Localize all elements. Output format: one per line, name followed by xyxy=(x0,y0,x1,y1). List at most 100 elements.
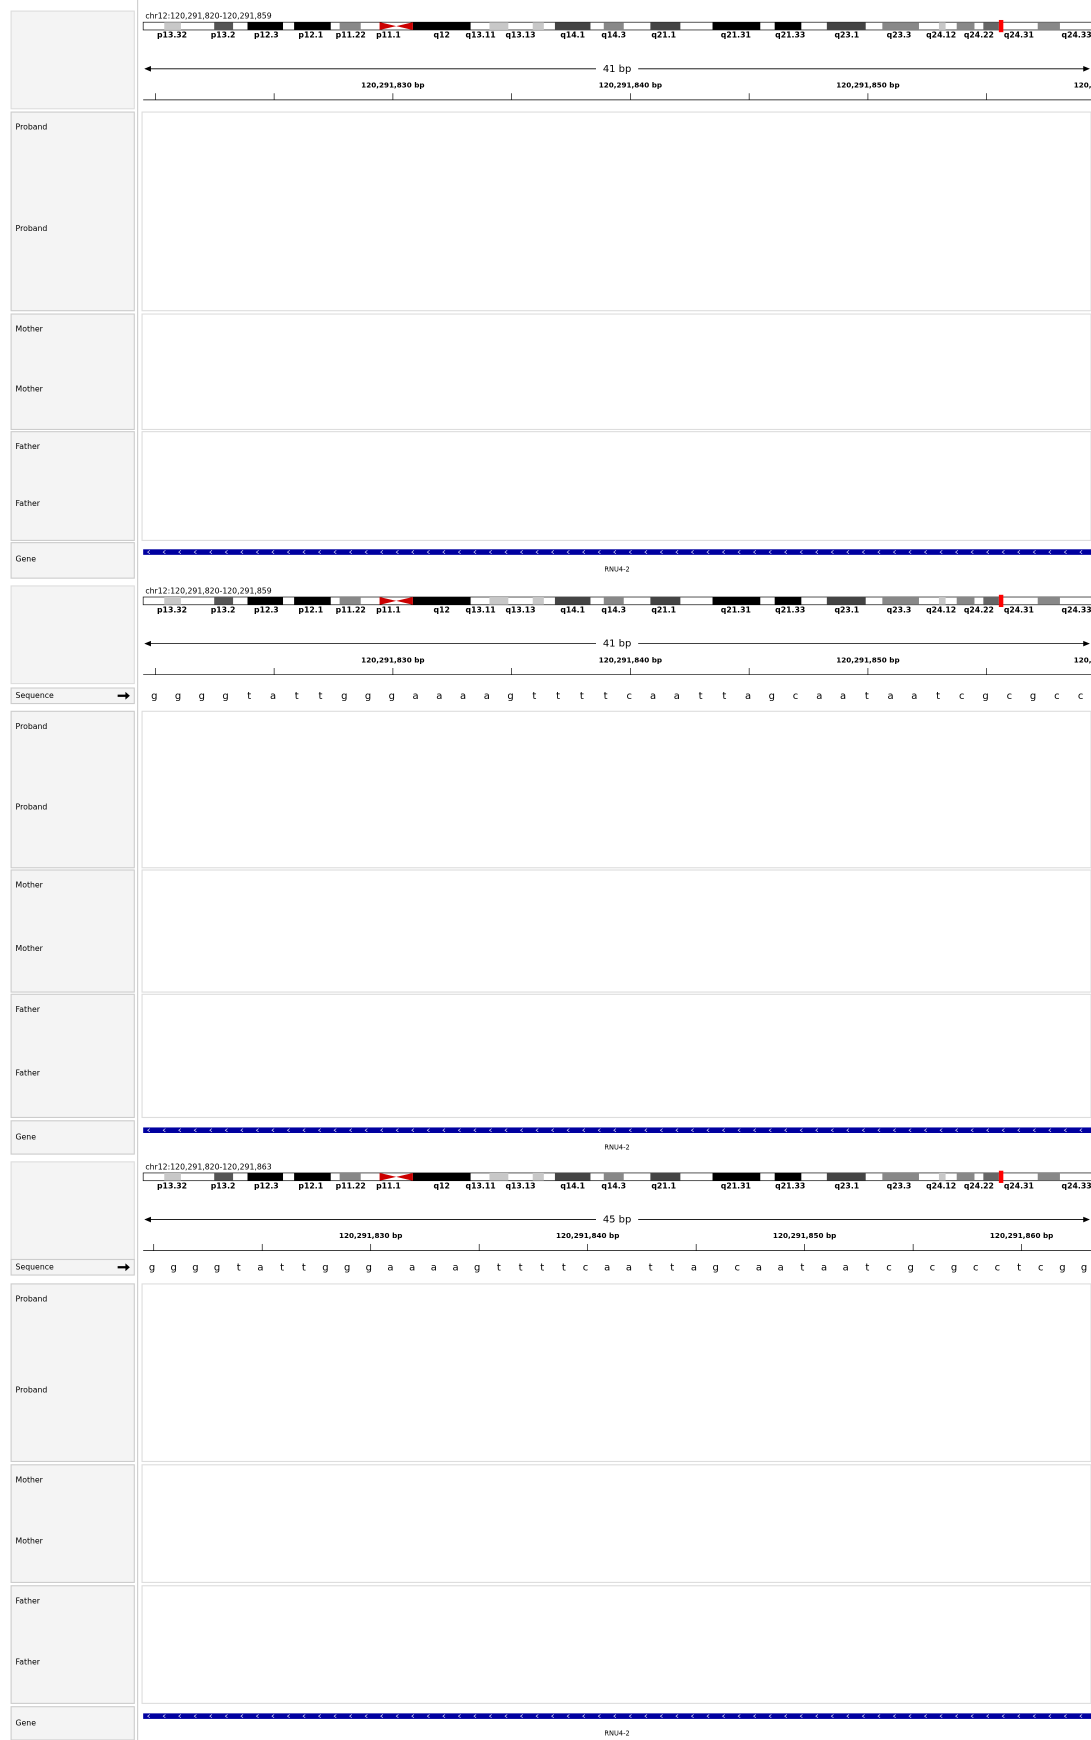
gene-strand xyxy=(970,1128,974,1133)
gene-strand xyxy=(520,1714,523,1719)
ideogram-band xyxy=(826,597,866,605)
ideogram-band xyxy=(983,22,999,30)
coverage-label: Father xyxy=(16,1005,41,1014)
ideogram-band xyxy=(489,597,509,605)
ideogram-band xyxy=(826,22,866,30)
gene-strand xyxy=(597,1714,601,1719)
gene-strand xyxy=(473,1714,477,1719)
gene-strand xyxy=(240,550,244,554)
gene-strand xyxy=(753,550,756,554)
gene-strand xyxy=(861,550,865,554)
base: g xyxy=(171,1262,177,1273)
ideogram-band xyxy=(247,597,284,605)
strand-arrow xyxy=(117,691,130,700)
base: g xyxy=(344,1262,350,1273)
base: a xyxy=(484,691,490,702)
ruler-label: 120,291,840 bp xyxy=(556,1231,619,1240)
gene-strand xyxy=(597,550,601,554)
ideogram-band xyxy=(712,597,761,605)
base: g xyxy=(474,1262,480,1273)
ideogram-band xyxy=(554,1172,591,1181)
locus: chr12:120,291,820-120,291,859 xyxy=(145,12,271,21)
gene-strand xyxy=(1001,550,1005,554)
gene-strand xyxy=(768,1128,772,1133)
base: g xyxy=(149,1262,155,1273)
base: a xyxy=(412,691,418,702)
base: a xyxy=(821,1262,827,1273)
band-label: q14.3 xyxy=(601,605,626,614)
gene-strand xyxy=(675,1128,679,1133)
gene-strand xyxy=(1032,550,1036,554)
gene-strand xyxy=(178,550,182,554)
ideogram-band xyxy=(164,597,181,605)
gene-strand xyxy=(255,1128,259,1133)
base: g xyxy=(341,691,347,702)
gene-strand xyxy=(597,1128,601,1133)
base: t xyxy=(562,1262,566,1273)
band-label: q13.13 xyxy=(505,605,535,614)
band-label: q21.1 xyxy=(651,31,676,40)
gene-name: RNU4-2 xyxy=(604,1143,629,1151)
band-label: p11.1 xyxy=(376,605,401,614)
gene-strand xyxy=(1079,550,1083,554)
base: a xyxy=(888,691,894,702)
base: a xyxy=(745,691,751,702)
base: g xyxy=(951,1262,957,1273)
band-label: p12.3 xyxy=(254,1181,279,1190)
base: t xyxy=(556,691,560,702)
track-data xyxy=(141,993,1091,1119)
gene-strand xyxy=(846,1714,850,1719)
gene-strand xyxy=(892,1128,896,1133)
band-label: p13.2 xyxy=(211,605,236,614)
band-label: q12 xyxy=(434,605,450,614)
ideogram-band xyxy=(882,1172,919,1181)
base: g xyxy=(365,691,371,702)
base: a xyxy=(840,691,846,702)
ideogram-band xyxy=(983,597,999,605)
gene-strand xyxy=(442,1714,446,1719)
gene-strand xyxy=(566,1714,570,1719)
gene-strand xyxy=(302,550,306,554)
band-label: q24.22 xyxy=(964,31,994,40)
ruler-label: 120,291,830 bp xyxy=(361,655,424,664)
gene-strand xyxy=(286,550,290,554)
coverage-label: Mother xyxy=(16,881,44,890)
gene-strand xyxy=(659,1128,663,1133)
band-label: p12.3 xyxy=(254,605,279,614)
band-label: q24.31 xyxy=(1004,1181,1034,1190)
gene-strand xyxy=(395,1128,399,1133)
base: t xyxy=(670,1262,674,1273)
gene-strand xyxy=(333,1714,337,1719)
base: t xyxy=(865,1262,869,1273)
base: a xyxy=(626,1262,632,1273)
gene-strand xyxy=(473,550,477,554)
ideogram-band xyxy=(532,1172,544,1181)
sequence-label: Sequence xyxy=(16,1262,54,1271)
track-data xyxy=(141,111,1091,312)
gene-strand xyxy=(535,1128,539,1133)
band-label: p11.22 xyxy=(336,1181,366,1190)
base: g xyxy=(982,691,988,702)
coverage-label: Proband xyxy=(16,1294,48,1303)
base: t xyxy=(497,1262,501,1273)
gene-strand xyxy=(224,550,228,554)
gene-strand xyxy=(908,1714,912,1719)
gene-strand xyxy=(1063,1714,1067,1719)
band-label: q23.3 xyxy=(887,31,912,40)
band-label: p11.1 xyxy=(376,31,401,40)
band-label: q14.1 xyxy=(560,605,585,614)
reads-label: Father xyxy=(16,499,41,508)
coverage-label: Father xyxy=(16,1596,41,1605)
ideogram-band xyxy=(882,22,919,30)
base: c xyxy=(959,691,964,702)
gene-strand xyxy=(830,1128,834,1133)
gene-strand xyxy=(224,1128,228,1133)
gene-strand xyxy=(690,1128,694,1133)
base: a xyxy=(387,1262,393,1273)
gene-strand xyxy=(768,550,772,554)
gene-strand xyxy=(1048,1714,1052,1719)
band-label: q21.33 xyxy=(775,605,805,614)
ideogram-band xyxy=(712,1172,761,1181)
ruler-label: 120,291,830 bp xyxy=(339,1231,402,1240)
gene-strand xyxy=(535,1714,539,1719)
